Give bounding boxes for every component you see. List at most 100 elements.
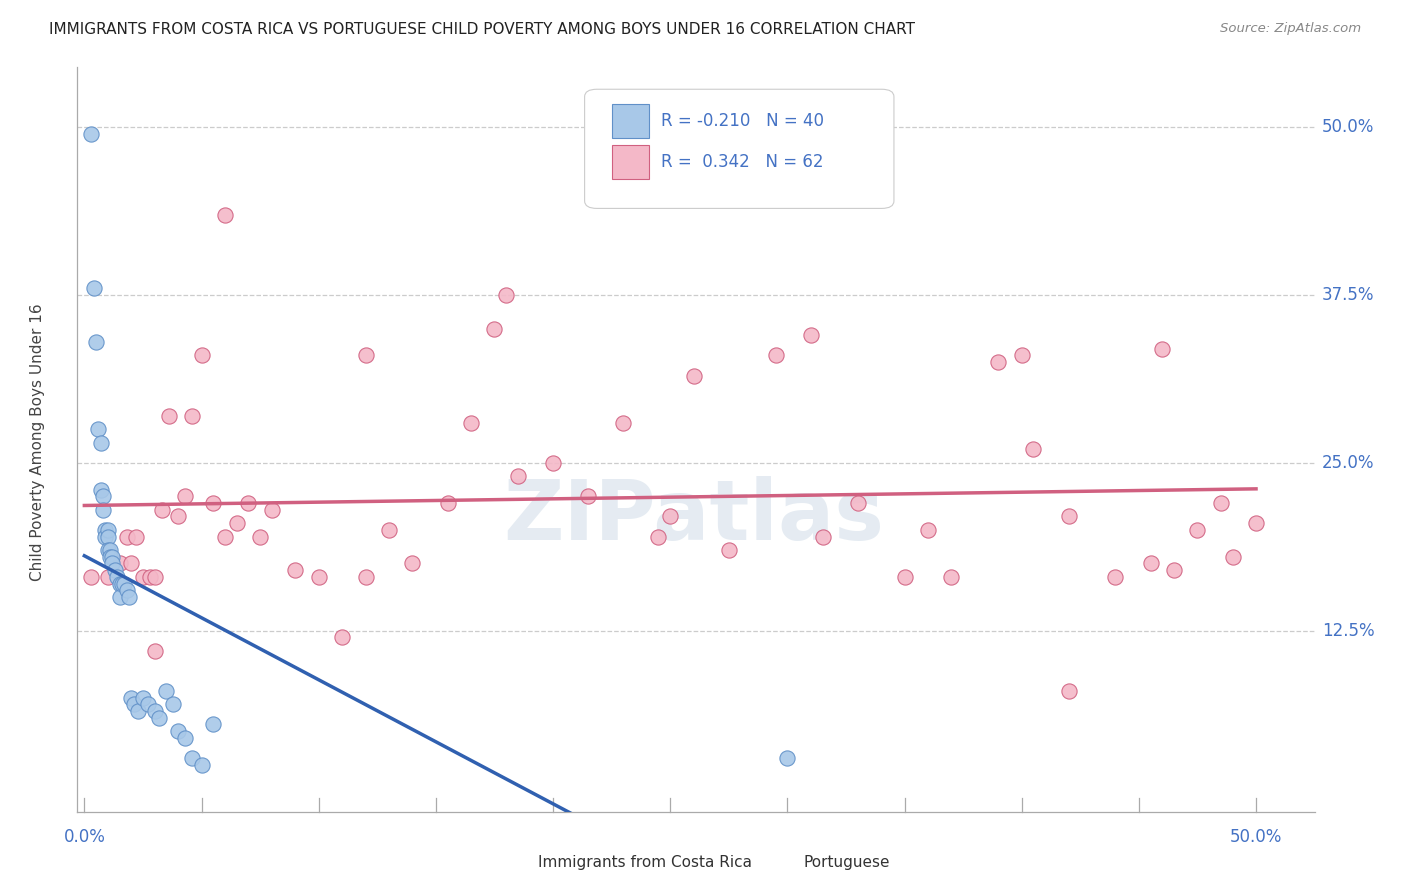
Point xyxy=(1057,684,1080,698)
Point xyxy=(136,698,159,712)
Point xyxy=(1222,549,1244,564)
Point xyxy=(143,570,166,584)
Text: 50.0%: 50.0% xyxy=(1230,828,1282,846)
Point xyxy=(225,516,247,531)
Point xyxy=(495,288,517,302)
Text: R = -0.210   N = 40: R = -0.210 N = 40 xyxy=(661,112,824,130)
Point xyxy=(155,684,177,698)
Point xyxy=(157,409,180,423)
Point xyxy=(80,570,103,584)
Point xyxy=(506,469,529,483)
Text: ZIPatlas: ZIPatlas xyxy=(503,476,884,557)
Point xyxy=(354,348,377,362)
Point xyxy=(104,563,127,577)
Point xyxy=(214,530,236,544)
Point xyxy=(97,530,120,544)
Point xyxy=(308,570,330,584)
Point xyxy=(260,502,283,516)
Point xyxy=(118,590,141,604)
Point xyxy=(765,348,787,362)
Text: 37.5%: 37.5% xyxy=(1322,286,1374,304)
Point xyxy=(190,757,212,772)
Point xyxy=(401,557,423,571)
Text: 0.0%: 0.0% xyxy=(63,828,105,846)
Text: R =  0.342   N = 62: R = 0.342 N = 62 xyxy=(661,153,824,171)
Point xyxy=(811,530,834,544)
FancyBboxPatch shape xyxy=(498,851,529,873)
Point xyxy=(91,489,114,503)
Point xyxy=(101,549,124,564)
Point xyxy=(1011,348,1033,362)
Point xyxy=(1104,570,1126,584)
Point xyxy=(83,281,105,295)
Point xyxy=(90,435,112,450)
Point xyxy=(238,496,260,510)
Point xyxy=(139,570,162,584)
Point xyxy=(1163,563,1185,577)
Point xyxy=(97,543,120,558)
Point xyxy=(436,496,458,510)
Point xyxy=(87,422,110,436)
Point xyxy=(101,557,124,571)
Point xyxy=(115,583,138,598)
Point xyxy=(84,334,107,349)
Point xyxy=(941,570,963,584)
Point xyxy=(97,523,120,537)
Point xyxy=(214,207,236,221)
Point xyxy=(150,502,173,516)
Point xyxy=(576,489,599,503)
Point xyxy=(717,543,740,558)
Point xyxy=(97,570,120,584)
Point xyxy=(181,751,204,765)
Point xyxy=(776,751,799,765)
Point xyxy=(460,416,482,430)
Point xyxy=(354,570,377,584)
Point xyxy=(122,698,145,712)
Point xyxy=(162,698,184,712)
Point xyxy=(167,724,190,739)
Point xyxy=(127,704,149,718)
Point xyxy=(90,483,112,497)
FancyBboxPatch shape xyxy=(612,145,650,178)
Point xyxy=(917,523,939,537)
Point xyxy=(1057,509,1080,524)
Point xyxy=(115,530,138,544)
Point xyxy=(1209,496,1232,510)
Point xyxy=(125,530,148,544)
FancyBboxPatch shape xyxy=(612,104,650,137)
Point xyxy=(330,630,353,644)
Point xyxy=(249,530,271,544)
Text: 25.0%: 25.0% xyxy=(1322,454,1374,472)
Point xyxy=(167,509,190,524)
Point xyxy=(659,509,682,524)
Point xyxy=(112,576,135,591)
Point xyxy=(1187,523,1209,537)
Point xyxy=(120,557,142,571)
Point xyxy=(612,416,634,430)
Text: IMMIGRANTS FROM COSTA RICA VS PORTUGUESE CHILD POVERTY AMONG BOYS UNDER 16 CORRE: IMMIGRANTS FROM COSTA RICA VS PORTUGUESE… xyxy=(49,22,915,37)
Text: Immigrants from Costa Rica: Immigrants from Costa Rica xyxy=(537,855,752,870)
Point xyxy=(143,643,166,657)
Point xyxy=(108,590,131,604)
FancyBboxPatch shape xyxy=(763,851,794,873)
Text: Child Poverty Among Boys Under 16: Child Poverty Among Boys Under 16 xyxy=(30,304,45,582)
Point xyxy=(987,355,1010,369)
Point xyxy=(105,570,128,584)
Point xyxy=(484,321,506,335)
Point xyxy=(174,731,197,745)
Point xyxy=(541,456,564,470)
Point xyxy=(1152,342,1174,356)
Point xyxy=(143,704,166,718)
Point xyxy=(284,563,307,577)
Point xyxy=(120,690,142,705)
Point xyxy=(132,570,155,584)
Point xyxy=(1022,442,1045,457)
Point xyxy=(98,543,121,558)
FancyBboxPatch shape xyxy=(585,89,894,209)
Point xyxy=(846,496,869,510)
Text: 50.0%: 50.0% xyxy=(1322,119,1374,136)
Point xyxy=(80,127,103,141)
Point xyxy=(94,530,117,544)
Text: Source: ZipAtlas.com: Source: ZipAtlas.com xyxy=(1220,22,1361,36)
Point xyxy=(108,576,131,591)
